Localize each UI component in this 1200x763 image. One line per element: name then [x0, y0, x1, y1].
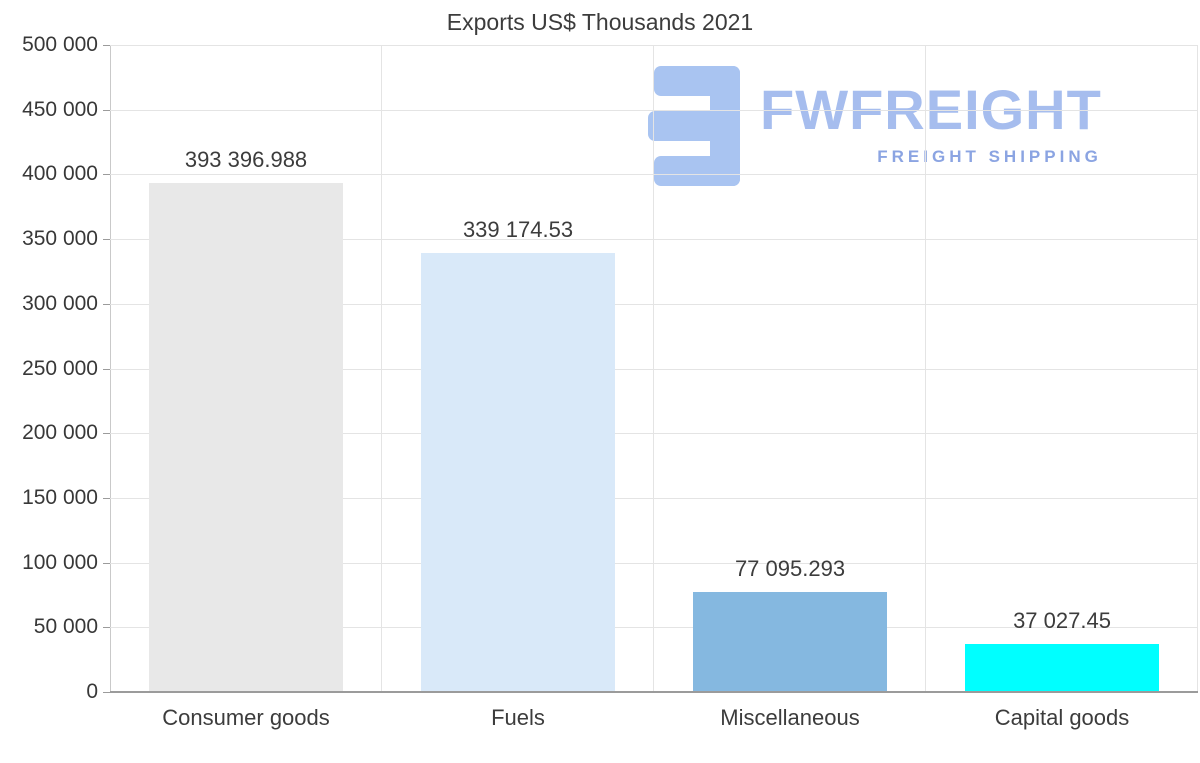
- y-tick-mark: [103, 497, 110, 499]
- y-tick-label: 300 000: [22, 291, 98, 315]
- grid-line-vertical: [925, 45, 926, 692]
- y-tick-label: 0: [86, 680, 98, 703]
- grid-line-vertical: [1197, 45, 1198, 692]
- x-category-label: Consumer goods: [162, 705, 330, 730]
- bar-value-label: 339 174.53: [462, 217, 574, 243]
- y-tick-label: 100 000: [22, 550, 98, 574]
- y-tick-label: 500 000: [22, 33, 98, 56]
- plot-area: 393 396.988 339 174.53 77 095.293 37 027.45: [110, 45, 1198, 692]
- brand-name: FWFREIGHT: [760, 78, 1102, 141]
- bar: [693, 592, 887, 692]
- y-tick-label: 50 000: [33, 615, 98, 639]
- bar: [149, 182, 343, 692]
- grid-line-horizontal: [110, 239, 1198, 241]
- grid-line-horizontal: [110, 45, 1198, 46]
- grid-line-horizontal: [110, 562, 1198, 564]
- brand-watermark: FWFREIGHT FREIGHT SHIPPING: [648, 66, 1102, 186]
- grid-line-horizontal: [110, 109, 1198, 111]
- y-tick-mark: [103, 368, 110, 370]
- y-tick-label: 350 000: [22, 227, 98, 251]
- grid-line-horizontal: [110, 627, 1198, 629]
- bar: [965, 644, 1159, 692]
- grid-line-vertical: [653, 45, 654, 692]
- x-category-label: Capital goods: [994, 705, 1130, 730]
- y-tick-mark: [103, 562, 110, 564]
- y-tick-mark: [103, 109, 110, 111]
- y-tick-mark: [103, 45, 110, 46]
- y-tick-mark: [103, 239, 110, 241]
- y-tick-mark: [103, 174, 110, 176]
- y-tick-label: 150 000: [22, 485, 98, 509]
- brand-logo-icon: [648, 66, 740, 186]
- grid-line-horizontal: [110, 433, 1198, 435]
- bar-value-label: 393 396.988: [184, 146, 308, 172]
- grid-line-vertical: [381, 45, 382, 692]
- grid-line-horizontal: [110, 303, 1198, 305]
- bar-value-label: 37 027.45: [1013, 608, 1111, 634]
- bar-value-label: 77 095.293: [734, 556, 846, 582]
- y-tick-mark: [103, 303, 110, 305]
- brand-tagline: FREIGHT SHIPPING: [877, 147, 1102, 166]
- chart-title: Exports US$ Thousands 2021: [446, 9, 754, 35]
- x-category-label: Fuels: [491, 705, 545, 730]
- x-category-label: Miscellaneous: [720, 705, 860, 730]
- y-tick-label: 450 000: [22, 97, 98, 121]
- y-tick-label: 250 000: [22, 356, 98, 380]
- brand-text-block: FWFREIGHT FREIGHT SHIPPING: [760, 66, 1102, 167]
- x-axis-line: [110, 691, 1198, 693]
- grid-line-horizontal: [110, 174, 1198, 176]
- bar: [421, 253, 615, 692]
- y-tick-mark: [103, 627, 110, 629]
- y-tick-label: 200 000: [22, 421, 98, 445]
- y-tick-mark: [103, 433, 110, 435]
- grid-line-horizontal: [110, 368, 1198, 370]
- y-tick-label: 400 000: [22, 162, 98, 186]
- grid-line-horizontal: [110, 497, 1198, 499]
- y-tick-mark: [103, 692, 110, 693]
